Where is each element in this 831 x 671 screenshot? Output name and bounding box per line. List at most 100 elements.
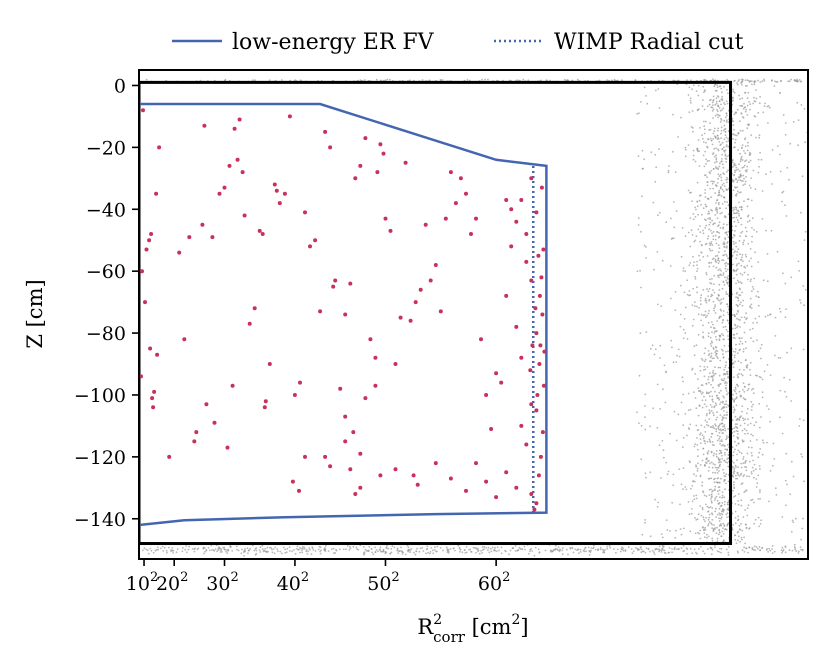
background-point <box>718 283 721 286</box>
background-point <box>711 357 714 360</box>
background-point <box>597 549 599 551</box>
background-point <box>741 97 744 100</box>
background-point <box>667 169 670 172</box>
background-point <box>300 547 303 550</box>
background-point <box>576 78 579 81</box>
background-point <box>717 384 720 386</box>
background-point <box>673 226 676 229</box>
background-point <box>706 160 709 163</box>
event-point <box>368 337 373 342</box>
background-point <box>716 499 719 502</box>
background-point <box>680 483 683 486</box>
background-point <box>620 548 623 550</box>
background-point <box>637 155 640 158</box>
background-point <box>732 362 735 365</box>
y-tick-label: −100 <box>74 385 126 407</box>
background-point <box>736 181 739 184</box>
background-point <box>715 158 718 161</box>
background-point <box>756 290 759 293</box>
background-point <box>679 313 682 316</box>
event-point <box>343 414 348 419</box>
background-point <box>790 78 792 81</box>
background-point <box>714 238 717 241</box>
background-point <box>702 516 705 519</box>
background-point <box>301 551 304 554</box>
background-point <box>718 551 720 553</box>
background-point <box>798 270 801 272</box>
background-point <box>760 357 762 360</box>
background-point <box>666 473 669 476</box>
background-point <box>716 320 719 322</box>
background-point <box>696 109 699 112</box>
background-point <box>706 255 709 257</box>
background-point <box>785 215 788 217</box>
background-point <box>749 151 751 154</box>
background-point <box>636 113 639 115</box>
background-point <box>725 121 728 123</box>
x-axis-title-unit-close: ] <box>520 615 528 639</box>
background-point <box>695 424 698 427</box>
background-point <box>740 282 743 285</box>
background-point <box>609 546 612 549</box>
background-point <box>255 549 258 552</box>
background-point <box>712 152 715 154</box>
background-point <box>733 389 736 392</box>
background-point <box>639 546 642 549</box>
background-point <box>529 548 532 551</box>
background-point <box>390 551 393 554</box>
background-point <box>559 548 561 551</box>
background-point <box>749 368 751 371</box>
background-point <box>715 507 717 510</box>
background-point <box>529 550 531 553</box>
background-point <box>696 267 699 270</box>
background-point <box>710 488 712 491</box>
background-point <box>689 530 692 533</box>
background-point <box>413 551 415 554</box>
background-point <box>686 79 688 82</box>
background-point <box>708 288 711 290</box>
background-point <box>686 434 688 437</box>
background-point <box>719 162 721 165</box>
background-point <box>702 453 705 456</box>
event-point <box>351 430 356 435</box>
background-point <box>758 525 760 528</box>
background-point <box>735 245 738 248</box>
background-point <box>735 257 738 260</box>
background-point <box>716 513 719 516</box>
background-point <box>400 550 402 552</box>
background-point <box>792 475 795 478</box>
background-point <box>644 472 647 475</box>
background-point <box>319 552 322 555</box>
background-point <box>750 472 753 475</box>
background-point <box>752 387 755 390</box>
background-point <box>711 244 714 246</box>
background-point <box>709 98 712 101</box>
background-point <box>766 280 769 283</box>
background-point <box>721 91 723 94</box>
background-point <box>696 260 698 263</box>
event-point <box>388 228 393 233</box>
background-point <box>356 548 358 550</box>
background-point <box>711 232 713 235</box>
background-point <box>761 396 764 399</box>
background-point <box>709 546 712 549</box>
background-point <box>645 547 648 550</box>
background-point <box>701 508 704 511</box>
background-point <box>717 244 720 247</box>
background-point <box>676 548 678 550</box>
background-point <box>724 475 727 478</box>
background-point <box>707 523 710 525</box>
background-point <box>752 469 755 472</box>
background-point <box>716 550 719 553</box>
background-point <box>724 454 726 456</box>
background-point <box>689 245 692 248</box>
background-point <box>338 548 341 551</box>
background-point <box>718 431 721 434</box>
background-point <box>761 546 764 549</box>
background-point <box>732 334 735 336</box>
background-point <box>717 294 720 297</box>
background-point <box>349 547 352 550</box>
background-point <box>752 322 754 324</box>
background-point <box>802 348 805 351</box>
background-point <box>692 218 695 221</box>
